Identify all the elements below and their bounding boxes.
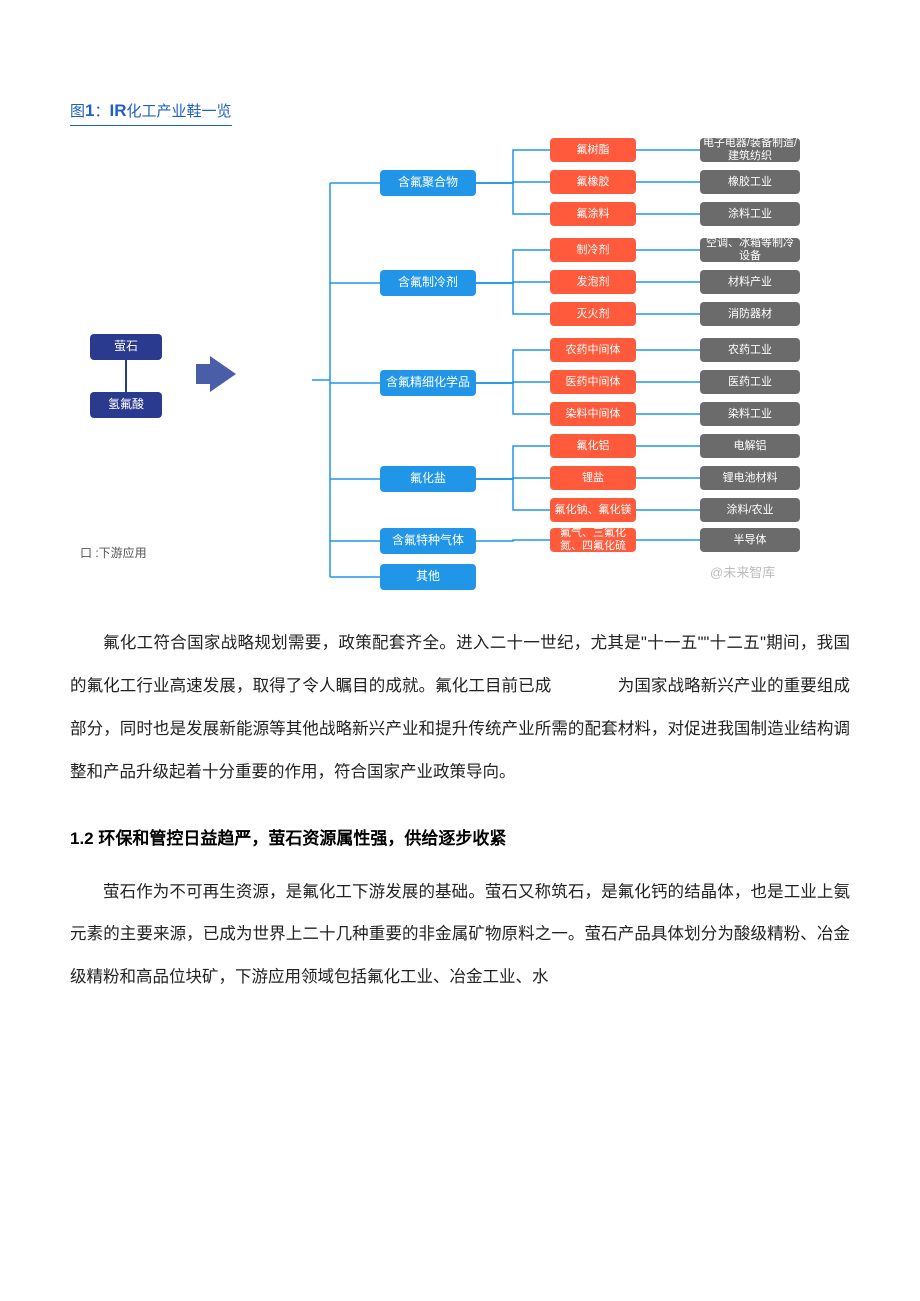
node-c2: 含氟制冷剂 <box>380 270 476 296</box>
node-e6: 消防器材 <box>700 302 800 326</box>
node-e3: 涂料工业 <box>700 202 800 226</box>
node-m12: 氟化钠、氟化镁 <box>550 498 636 522</box>
node-e5: 材料产业 <box>700 270 800 294</box>
node-r2: 氢氟酸 <box>90 392 162 418</box>
node-m1: 氟树脂 <box>550 138 636 162</box>
node-e9: 染料工业 <box>700 402 800 426</box>
node-e7: 农药工业 <box>700 338 800 362</box>
node-m6: 灭火剂 <box>550 302 636 326</box>
figure-title-rest: 化工产业鞋一览 <box>127 103 232 120</box>
industry-chain-diagram: 口 :下游应用 @未来智库 萤石氢氟酸 含氟聚合物含氟制冷剂含氟精细化学品氟化盐含… <box>70 134 850 594</box>
node-e1: 电子电器/装备制造/建筑纺织 <box>700 138 800 162</box>
figure-title: 图1：IR化工产业鞋一览 <box>70 100 232 126</box>
paragraph-2: 萤石作为不可再生资源，是氟化工下游发展的基础。萤石又称筑石，是氟化钙的结晶体，也… <box>70 871 850 1000</box>
node-c3: 含氟精细化学品 <box>380 370 476 396</box>
node-e11: 锂电池材料 <box>700 466 800 490</box>
page: 图1：IR化工产业鞋一览 口 :下游应用 @未来智库 萤石氢氟酸 含氟聚合物含氟制… <box>0 0 920 1063</box>
node-m4: 制冷剂 <box>550 238 636 262</box>
node-e12: 涂料/农业 <box>700 498 800 522</box>
watermark-text: @未来智库 <box>710 562 775 581</box>
figure-title-bold: IR <box>110 101 127 120</box>
paragraph-1: 氟化工符合国家战略规划需要，政策配套齐全。进入二十一世纪，尤其是"十一五""十二… <box>70 622 850 794</box>
body-text-block-1: 氟化工符合国家战略规划需要，政策配套齐全。进入二十一世纪，尤其是"十一五""十二… <box>70 622 850 794</box>
section-heading: 1.2 环保和管控日益趋严，萤石资源属性强，供给逐步收紧 <box>70 824 850 849</box>
node-e10: 电解铝 <box>700 434 800 458</box>
node-c6: 其他 <box>380 564 476 590</box>
node-e2: 橡胶工业 <box>700 170 800 194</box>
node-e4: 空调、冰箱等制冷设备 <box>700 238 800 262</box>
node-m13: 氟气、三氟化氮、四氟化硫 <box>550 528 636 552</box>
node-e13: 半导体 <box>700 528 800 552</box>
node-m10: 氟化铝 <box>550 434 636 458</box>
node-m11: 锂盐 <box>550 466 636 490</box>
node-e8: 医药工业 <box>700 370 800 394</box>
node-r1: 萤石 <box>90 334 162 360</box>
node-m5: 发泡剂 <box>550 270 636 294</box>
node-m2: 氟橡胶 <box>550 170 636 194</box>
figure-title-sep: ： <box>94 103 109 120</box>
node-m3: 氟涂料 <box>550 202 636 226</box>
node-c1: 含氟聚合物 <box>380 170 476 196</box>
arrow-icon <box>210 356 236 392</box>
body-text-block-2: 萤石作为不可再生资源，是氟化工下游发展的基础。萤石又称筑石，是氟化钙的结晶体，也… <box>70 871 850 1000</box>
node-m8: 医药中间体 <box>550 370 636 394</box>
figure-title-prefix: 图 <box>70 103 85 120</box>
node-m9: 染料中间体 <box>550 402 636 426</box>
node-c5: 含氟特种气体 <box>380 528 476 554</box>
diagram-legend: 口 :下游应用 <box>80 544 147 561</box>
node-c4: 氟化盐 <box>380 466 476 492</box>
node-m7: 农药中间体 <box>550 338 636 362</box>
